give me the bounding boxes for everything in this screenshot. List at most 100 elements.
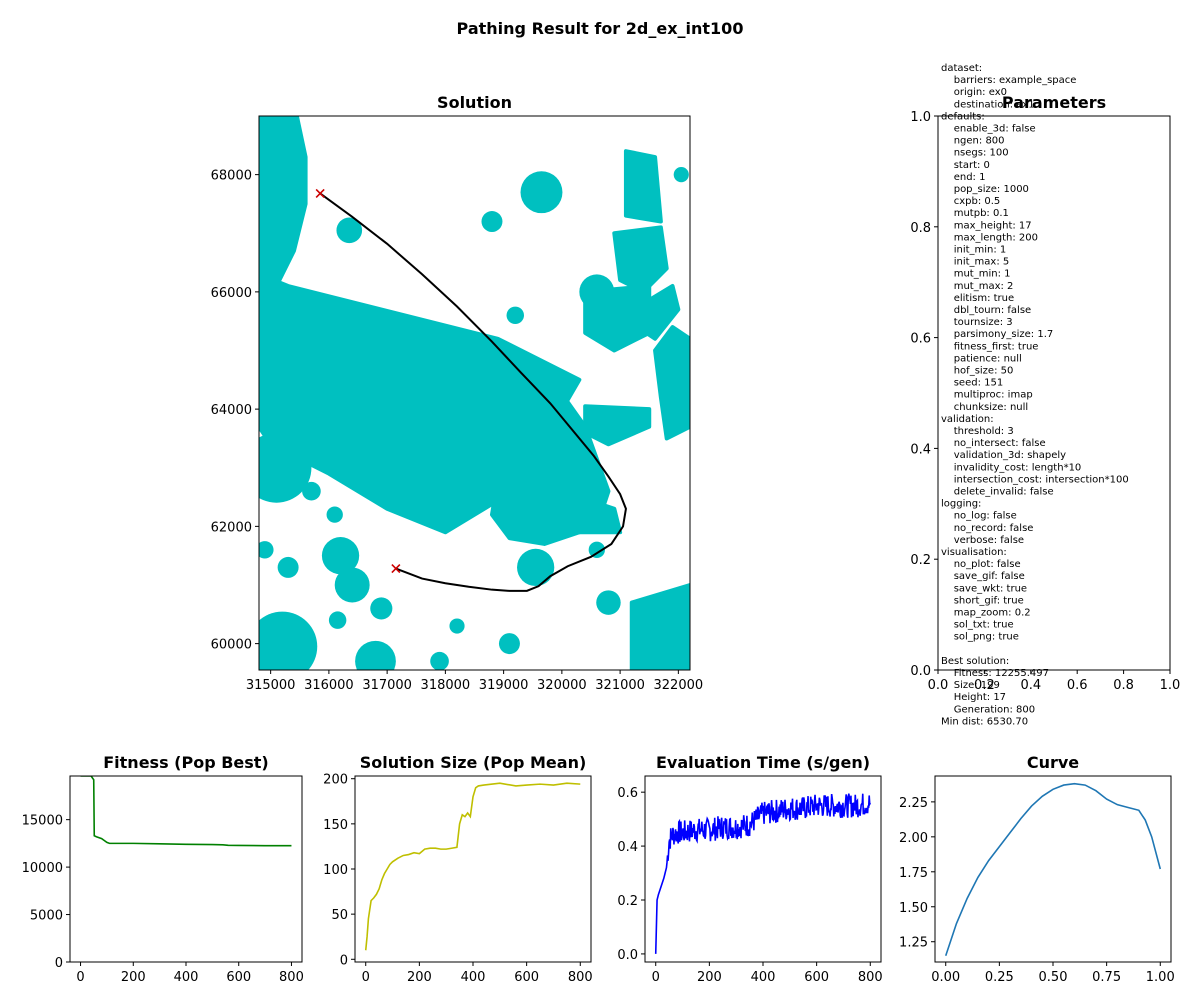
parameter-line: Size: 199 [941, 680, 1000, 691]
solution-xtick-label: 315000 [246, 678, 296, 693]
endpoint-marker [391, 564, 401, 574]
parameters-ytick-label: 0.2 [910, 553, 931, 568]
parameter-line: logging: [941, 499, 981, 510]
evaltime-xtick-label: 400 [751, 970, 776, 985]
parameters-title: Parameters [1002, 93, 1106, 112]
parameter-line: dbl_tourn: false [941, 305, 1031, 316]
parameter-line: pop_size: 1000 [941, 184, 1029, 195]
obstacle-circle [259, 611, 318, 670]
evaltime-ytick-label: 0.2 [617, 894, 638, 909]
size-ytick-label: 100 [323, 863, 348, 878]
parameter-line: no_intersect: false [941, 438, 1046, 449]
parameters-ytick-label: 0.4 [910, 442, 931, 457]
curve-xtick-label: 1.00 [1146, 970, 1175, 985]
obstacle-circle [302, 481, 321, 501]
size-ytick-label: 200 [323, 773, 348, 788]
obstacle-polygon [629, 582, 690, 670]
solution-title: Solution [437, 93, 512, 112]
parameter-line: mutpb: 0.1 [941, 208, 1009, 219]
size-frame [354, 775, 592, 963]
parameter-line: map_zoom: 0.2 [941, 608, 1031, 619]
parameter-line: short_gif: true [941, 595, 1024, 606]
parameter-line: end: 1 [941, 172, 985, 183]
solution-xtick-label: 316000 [304, 678, 354, 693]
parameter-line: tournsize: 3 [941, 317, 1013, 328]
curve-frame [934, 775, 1172, 963]
fitness-xtick-label: 400 [174, 970, 199, 985]
parameter-line: seed: 151 [941, 378, 1003, 389]
solution-ytick-label: 64000 [211, 403, 252, 418]
obstacle-circle [517, 548, 555, 587]
fitness-frame [69, 775, 303, 963]
endpoint-marker [315, 188, 325, 198]
evaltime-ytick-label: 0.0 [617, 948, 638, 963]
obstacle-circle [336, 217, 363, 244]
parameter-line: parsimony_size: 1.7 [941, 329, 1053, 340]
solution-axes: 315000 316000 317000 318000 319000 320000 3210… [211, 93, 704, 693]
solution-xtick-label: 318000 [421, 678, 471, 693]
obstacle-circle [334, 567, 370, 603]
solution-xtick-label: 319000 [479, 678, 529, 693]
size-ytick-label: 0 [340, 953, 348, 968]
parameter-line: Generation: 800 [941, 704, 1035, 715]
parameters-frame [937, 115, 1171, 671]
parameter-line: Height: 17 [941, 692, 1006, 703]
size-xtick-label: 800 [568, 970, 593, 985]
obstacle-circle [277, 556, 299, 578]
solution-xtick-label: 317000 [362, 678, 412, 693]
fitness-axes: 0 200 400 600 800 0 5000 10000 15000 Fitness (Pop… [22, 753, 304, 985]
curve-ytick-label: 2.00 [899, 831, 928, 846]
curve-ytick-label: 1.50 [899, 901, 928, 916]
solution-ytick-label: 62000 [211, 520, 252, 535]
parameters-ytick-label: 1.0 [910, 110, 931, 125]
parameter-line: cxpb: 0.5 [941, 196, 1000, 207]
obstacle-circle [358, 309, 405, 357]
obstacle-circle [318, 440, 339, 461]
obstacle-polygon [623, 149, 663, 224]
obstacle-circle [370, 597, 393, 620]
evaltime-xtick-label: 800 [858, 970, 883, 985]
evaltime-line [654, 793, 871, 954]
parameter-line: validation_3d: shapely [941, 450, 1066, 461]
solution-ytick-label: 66000 [211, 286, 252, 301]
parameters-ytick-label: 0.6 [910, 332, 931, 347]
size-axes: 0 200 400 600 800 0 50 100 150 200 Solution Size (… [323, 753, 593, 985]
size-xtick-label: 200 [407, 970, 432, 985]
parameter-line: threshold: 3 [941, 426, 1014, 437]
curve-xtick-label: 0.75 [1092, 970, 1121, 985]
parameter-line: sol_txt: true [941, 620, 1014, 631]
solution-path [319, 192, 627, 592]
fitness-title: Fitness (Pop Best) [103, 753, 269, 772]
parameters-xtick-label: 1.0 [1160, 678, 1181, 693]
curve-ytick-label: 2.25 [899, 796, 928, 811]
obstacle-circle [449, 618, 465, 634]
obstacle-circle [596, 590, 621, 615]
solution-ytick-label: 68000 [211, 169, 252, 184]
evaltime-ytick-label: 0.6 [617, 786, 638, 801]
parameter-line: init_min: 1 [941, 245, 1006, 256]
fitness-xtick-label: 200 [121, 970, 146, 985]
parameter-line: chunksize: null [941, 402, 1028, 413]
parameter-line: elitism: true [941, 293, 1014, 304]
size-ytick-label: 150 [323, 818, 348, 833]
solution-ytick-label: 60000 [211, 638, 252, 653]
parameter-line: dataset: [941, 63, 982, 74]
parameters-ytick-label: 0.0 [910, 664, 931, 679]
fitness-ytick-label: 5000 [30, 909, 63, 924]
obstacle-circle [553, 376, 571, 395]
parameter-line: origin: ex0 [941, 87, 1007, 98]
obstacle-circle [259, 541, 274, 559]
evaltime-title: Evaluation Time (s/gen) [656, 753, 870, 772]
obstacle-polygon [583, 404, 652, 447]
solution-xtick-label: 321000 [595, 678, 645, 693]
evaltime-axes: 0 200 400 600 800 0.0 0.2 0.4 0.6 Evaluation Time… [617, 753, 882, 985]
obstacle-circle [473, 419, 499, 446]
parameter-line: invalidity_cost: length*10 [941, 462, 1081, 473]
parameters-ytick-label: 0.8 [910, 221, 931, 236]
size-xtick-label: 400 [461, 970, 486, 985]
parameter-line: defaults: [941, 111, 985, 122]
plots: 315000 316000 317000 318000 319000 320000 3210… [22, 63, 1181, 985]
parameter-line: barriers: example_space [941, 75, 1076, 86]
obstacle-polygon [612, 225, 669, 294]
